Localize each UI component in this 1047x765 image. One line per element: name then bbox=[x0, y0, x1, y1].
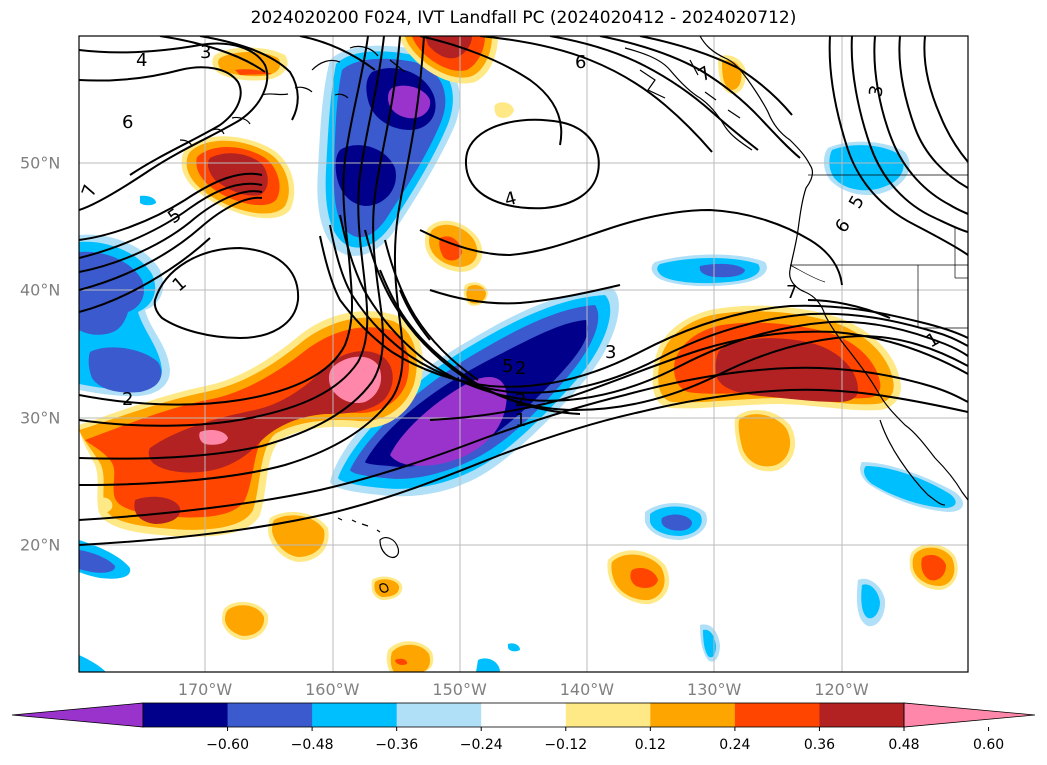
colorbar-tick-label: −0.24 bbox=[459, 737, 503, 753]
contour-label: 3 bbox=[200, 42, 211, 63]
contour-label: 6 bbox=[575, 52, 586, 73]
graticule bbox=[79, 36, 968, 672]
colorbar-segment bbox=[819, 703, 905, 727]
longitude-label: 160°W bbox=[305, 680, 360, 699]
colorbar-segment bbox=[650, 703, 736, 727]
longitude-label: 170°W bbox=[177, 680, 233, 699]
pc-contours bbox=[79, 36, 968, 546]
colorbar-extend-min bbox=[11, 702, 144, 728]
colorbar-segment bbox=[396, 703, 482, 727]
contour-label: 2 bbox=[515, 390, 526, 411]
colorbar-tick-label: −0.12 bbox=[544, 737, 588, 753]
colorbar-extend-max bbox=[903, 702, 1036, 728]
contour-label: 7 bbox=[786, 282, 797, 303]
colorbar-segment bbox=[481, 703, 567, 727]
contour-label: 2 bbox=[515, 358, 526, 379]
colorbar-tick-label: 0.24 bbox=[719, 737, 751, 753]
latitude-label: 40°N bbox=[20, 280, 61, 300]
longitude-label: 130°W bbox=[687, 680, 742, 699]
colorbar-tick-label: 0.60 bbox=[972, 737, 1005, 753]
contour-label: 1 bbox=[515, 410, 526, 431]
map-area: 4 3 6 5 1 2 4 6 7 3 5 6 7 1 5 2 1 3 2 7 bbox=[79, 36, 968, 672]
colorbar-segment bbox=[565, 703, 651, 727]
longitude-label: 120°W bbox=[814, 680, 869, 699]
positive-ivt-anomaly bbox=[79, 36, 958, 672]
colorbar-tick-label: −0.60 bbox=[206, 737, 249, 753]
contour-label: 3 bbox=[605, 342, 616, 363]
colorbar-segment bbox=[312, 703, 398, 727]
contour-label: 6 bbox=[122, 112, 133, 133]
colorbar-tick-label: 0.12 bbox=[634, 737, 666, 753]
colorbar-tick-label: 0.48 bbox=[888, 737, 920, 753]
map-frame bbox=[78, 35, 969, 673]
colorbar-tick-label: −0.36 bbox=[375, 737, 419, 753]
contour-label: 5 bbox=[502, 356, 513, 377]
colorbar-segment bbox=[143, 703, 229, 727]
latitude-label: 50°N bbox=[20, 153, 61, 173]
contour-label: 3 bbox=[865, 84, 888, 99]
contour-label: 2 bbox=[122, 389, 133, 410]
colorbar-outline bbox=[142, 702, 905, 728]
colorbar bbox=[11, 702, 1036, 731]
colorbar-tick-label: −0.48 bbox=[290, 737, 334, 753]
latitude-label: 30°N bbox=[20, 408, 61, 428]
longitude-label: 150°W bbox=[432, 680, 487, 699]
contour-label: 4 bbox=[136, 50, 147, 71]
colorbar-segment bbox=[734, 703, 820, 727]
figure-title: 2024020200 F024, IVT Landfall PC (202402… bbox=[250, 8, 797, 28]
colorbar-segment bbox=[227, 703, 313, 727]
longitude-label: 140°W bbox=[559, 680, 615, 699]
contour-label: 4 bbox=[502, 188, 518, 211]
latitude-label: 20°N bbox=[20, 535, 61, 555]
colorbar-tick-label: 0.36 bbox=[803, 737, 836, 753]
